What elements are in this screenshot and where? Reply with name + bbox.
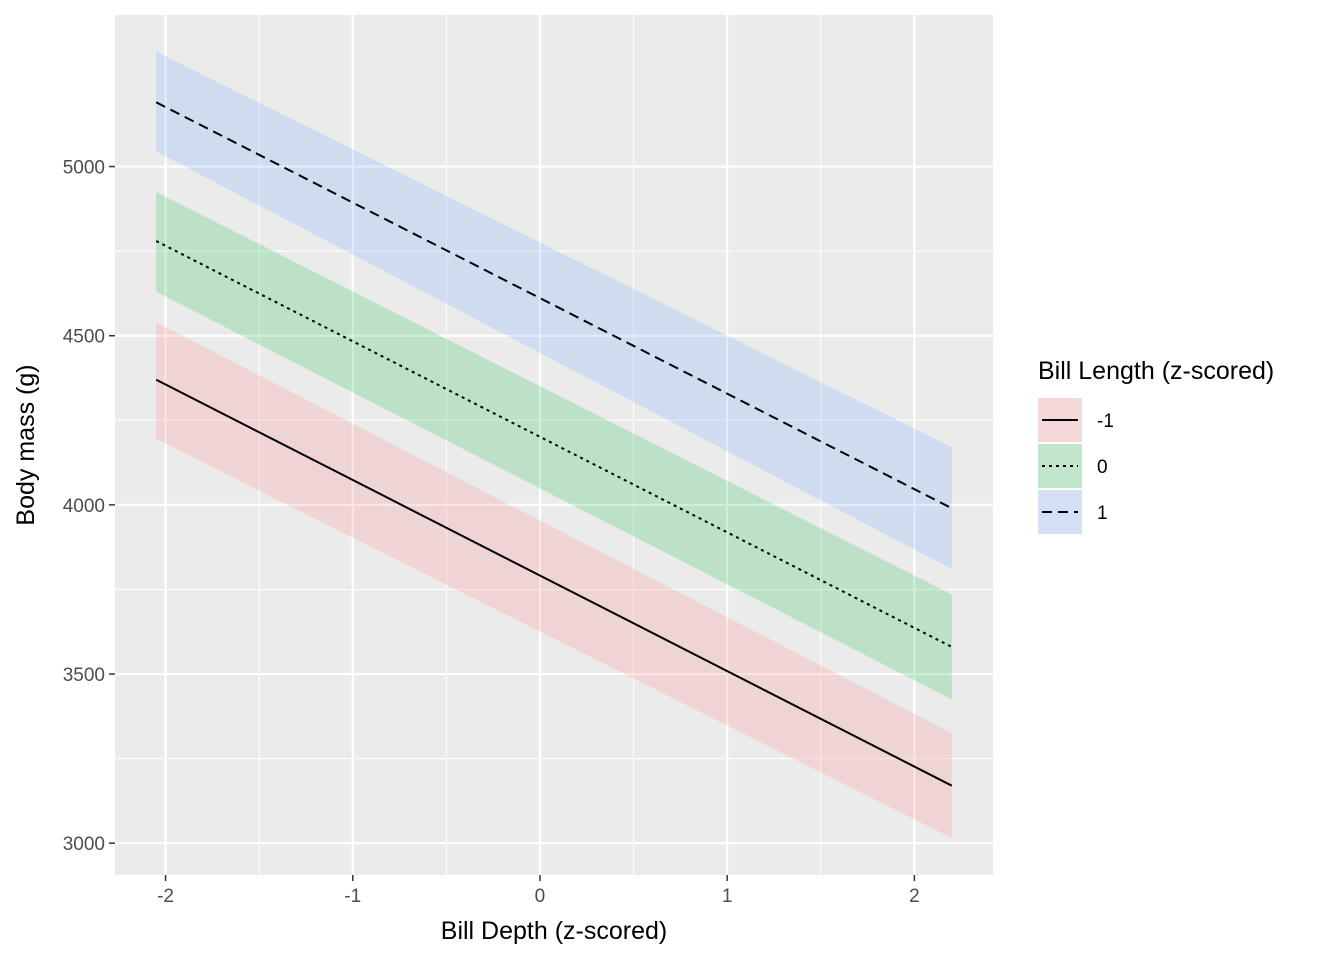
x-tick-label: 1: [722, 886, 733, 907]
y-tick-label: 3500: [63, 665, 105, 686]
y-tick-label: 5000: [63, 158, 105, 179]
grid-major: [115, 15, 993, 875]
ci-ribbon-1: [156, 51, 952, 570]
legend-label-1: 1: [1097, 503, 1108, 524]
series-lines: [155, 101, 953, 787]
grid-minor: [115, 15, 993, 875]
x-tick-label: 2: [909, 886, 920, 907]
legend-label--1: -1: [1097, 411, 1114, 432]
series-line-1: [155, 101, 953, 510]
ci-ribbon--1: [156, 322, 952, 839]
series-line-0: [155, 240, 953, 648]
confidence-ribbons: [156, 51, 952, 839]
y-tick-label: 3000: [63, 834, 105, 855]
y-axis-title: Body mass (g): [12, 364, 40, 525]
legend-key-fill-0: [1038, 444, 1082, 488]
legend-title: Bill Length (z-scored): [1038, 357, 1274, 385]
y-tick-label: 4000: [63, 496, 105, 517]
y-axis: 3000 3500 4000 4500 5000: [63, 158, 115, 855]
legend-key-bg-0: [1038, 444, 1082, 488]
ci-ribbon-0: [156, 191, 952, 700]
x-tick-label: 0: [535, 886, 546, 907]
legend: Bill Length (z-scored) -1 0 1: [1038, 357, 1274, 534]
x-tick-label: -2: [157, 886, 174, 907]
x-axis-title: Bill Depth (z-scored): [441, 917, 667, 945]
x-tick-label: -1: [344, 886, 361, 907]
x-axis: -2 -1 0 1 2: [157, 875, 920, 907]
y-tick-label: 4500: [63, 327, 105, 348]
series-line--1: [155, 378, 953, 787]
legend-label-0: 0: [1097, 457, 1108, 478]
legend-keys: -1 0 1: [1038, 398, 1114, 534]
